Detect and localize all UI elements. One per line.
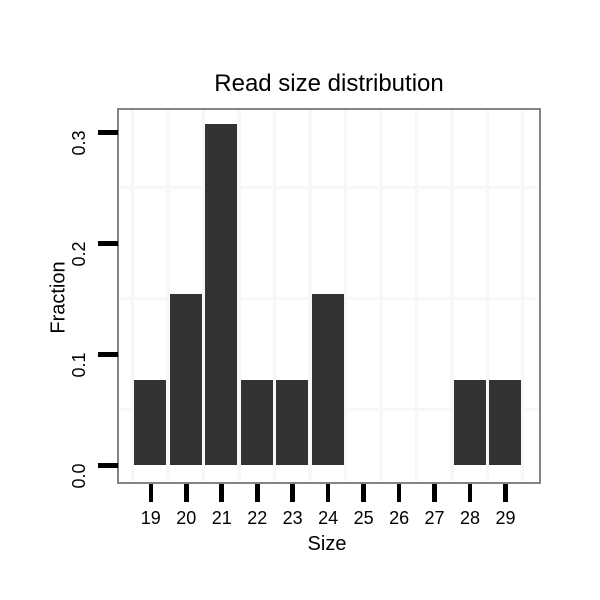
minor-gridline-vertical <box>520 110 525 481</box>
minor-gridline-vertical <box>485 110 489 481</box>
y-tick-label: 0.2 <box>68 241 89 267</box>
x-tick-label: 25 <box>353 508 374 528</box>
x-tick-mark <box>396 483 402 502</box>
minor-gridline-vertical <box>201 110 206 481</box>
y-axis-title: Fraction <box>47 261 70 334</box>
y-tick-mark <box>97 130 118 135</box>
bar <box>453 379 486 465</box>
bar <box>240 379 273 465</box>
x-tick-mark <box>290 483 295 502</box>
x-axis-title: Size <box>307 533 347 555</box>
bar <box>489 379 521 465</box>
minor-gridline-vertical <box>308 110 312 481</box>
x-tick-label: 29 <box>495 508 516 528</box>
x-tick-label: 27 <box>424 508 445 528</box>
chart-title: Read size distribution <box>214 70 444 97</box>
x-tick-label: 21 <box>211 508 232 528</box>
minor-gridline-vertical <box>166 110 170 481</box>
y-tick-mark <box>97 463 118 468</box>
x-tick-mark <box>254 483 260 502</box>
x-tick-mark <box>183 483 189 502</box>
x-tick-mark <box>467 483 473 502</box>
y-tick-mark <box>97 352 118 357</box>
bar <box>311 294 344 465</box>
minor-gridline-vertical <box>272 110 277 481</box>
minor-gridline-vertical <box>450 110 454 481</box>
x-tick-label: 22 <box>247 508 268 528</box>
minor-gridline-vertical <box>237 110 241 481</box>
x-tick-mark <box>325 483 331 502</box>
minor-gridline-vertical <box>343 110 348 481</box>
x-tick-label: 24 <box>318 508 339 528</box>
minor-gridline-vertical <box>414 110 419 481</box>
x-tick-label: 20 <box>176 508 197 528</box>
x-tick-mark <box>361 483 366 502</box>
x-tick-mark <box>432 483 437 502</box>
x-tick-label: 19 <box>140 508 161 528</box>
x-tick-label: 28 <box>460 508 481 528</box>
minor-gridline-vertical <box>379 110 383 481</box>
bar <box>276 379 309 465</box>
plot-panel <box>117 108 541 484</box>
y-tick-mark <box>97 241 118 246</box>
y-tick-label: 0.3 <box>68 130 89 156</box>
x-tick-label: 26 <box>389 508 410 528</box>
x-tick-mark <box>148 483 154 502</box>
bar <box>205 123 238 465</box>
minor-gridline-vertical <box>130 110 135 481</box>
y-tick-label: 0.1 <box>68 352 89 378</box>
minor-gridline-horizontal <box>119 185 538 190</box>
x-tick-mark <box>219 483 225 502</box>
bar <box>169 294 202 465</box>
x-tick-label: 23 <box>282 508 303 528</box>
bar <box>134 379 167 465</box>
x-tick-mark <box>503 483 508 502</box>
y-tick-label: 0.0 <box>68 463 89 489</box>
